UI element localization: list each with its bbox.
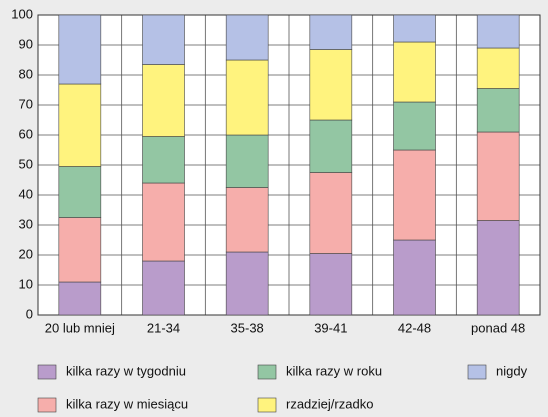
bar-segment xyxy=(58,217,102,283)
x-tick-label: 20 lub mniej xyxy=(45,320,115,335)
legend-swatch xyxy=(37,397,57,413)
x-tick-label: 42-48 xyxy=(398,320,431,335)
legend-swatch xyxy=(257,364,277,380)
y-tick-label: 60 xyxy=(19,126,33,141)
x-tick-label: ponad 48 xyxy=(471,320,525,335)
y-tick-label: 90 xyxy=(19,36,33,51)
bar-segment xyxy=(393,101,436,151)
bar-segment xyxy=(476,220,520,316)
bar-segment xyxy=(142,260,185,316)
bar-segment xyxy=(58,281,102,316)
bar-segment xyxy=(225,59,269,136)
bar-segment xyxy=(58,166,102,218)
bar-segment xyxy=(142,14,185,65)
legend-label: rzadziej/rzadko xyxy=(286,396,373,411)
legend-swatch xyxy=(37,364,57,380)
bar-segment xyxy=(476,88,520,133)
legend-label: kilka razy w roku xyxy=(286,363,382,378)
x-tick-label: 21-34 xyxy=(147,320,180,335)
x-tick-label: 39-41 xyxy=(314,320,347,335)
bar-segment xyxy=(476,47,520,89)
bar-segment xyxy=(476,131,520,221)
bar-segment xyxy=(393,14,436,43)
y-tick-label: 30 xyxy=(19,216,33,231)
y-tick-label: 0 xyxy=(26,306,33,321)
legend-label: nigdy xyxy=(496,363,528,378)
bar-segment xyxy=(309,253,353,316)
bar-segment xyxy=(142,136,185,184)
bar-segment xyxy=(393,41,436,103)
bar-segment xyxy=(58,83,102,167)
bar-segment xyxy=(142,64,185,137)
legend-swatch xyxy=(257,397,277,413)
bar-segment xyxy=(225,251,269,316)
bar-segment xyxy=(476,14,520,49)
bar-segment xyxy=(225,14,269,61)
bar-segment xyxy=(309,172,353,254)
y-tick-label: 10 xyxy=(19,276,33,291)
bar-segment xyxy=(142,182,185,262)
y-tick-label: 20 xyxy=(19,246,33,261)
bar-segment xyxy=(309,49,353,121)
bar-segment xyxy=(309,14,353,50)
y-tick-label: 100 xyxy=(11,6,33,21)
y-tick-label: 80 xyxy=(19,66,33,81)
y-tick-label: 70 xyxy=(19,96,33,111)
bar-segment xyxy=(393,149,436,241)
bar-segment xyxy=(309,119,353,173)
bar-segment xyxy=(58,14,102,85)
legend-swatch xyxy=(467,364,487,380)
x-tick-label: 35-38 xyxy=(231,320,264,335)
y-tick-label: 50 xyxy=(19,156,33,171)
bar-segment xyxy=(393,239,436,316)
legend-label: kilka razy w miesiącu xyxy=(66,396,188,411)
plot-border xyxy=(37,14,541,316)
bar-segment xyxy=(225,187,269,253)
y-tick-label: 40 xyxy=(19,186,33,201)
bar-segment xyxy=(225,134,269,188)
legend-label: kilka razy w tygodniu xyxy=(66,363,186,378)
